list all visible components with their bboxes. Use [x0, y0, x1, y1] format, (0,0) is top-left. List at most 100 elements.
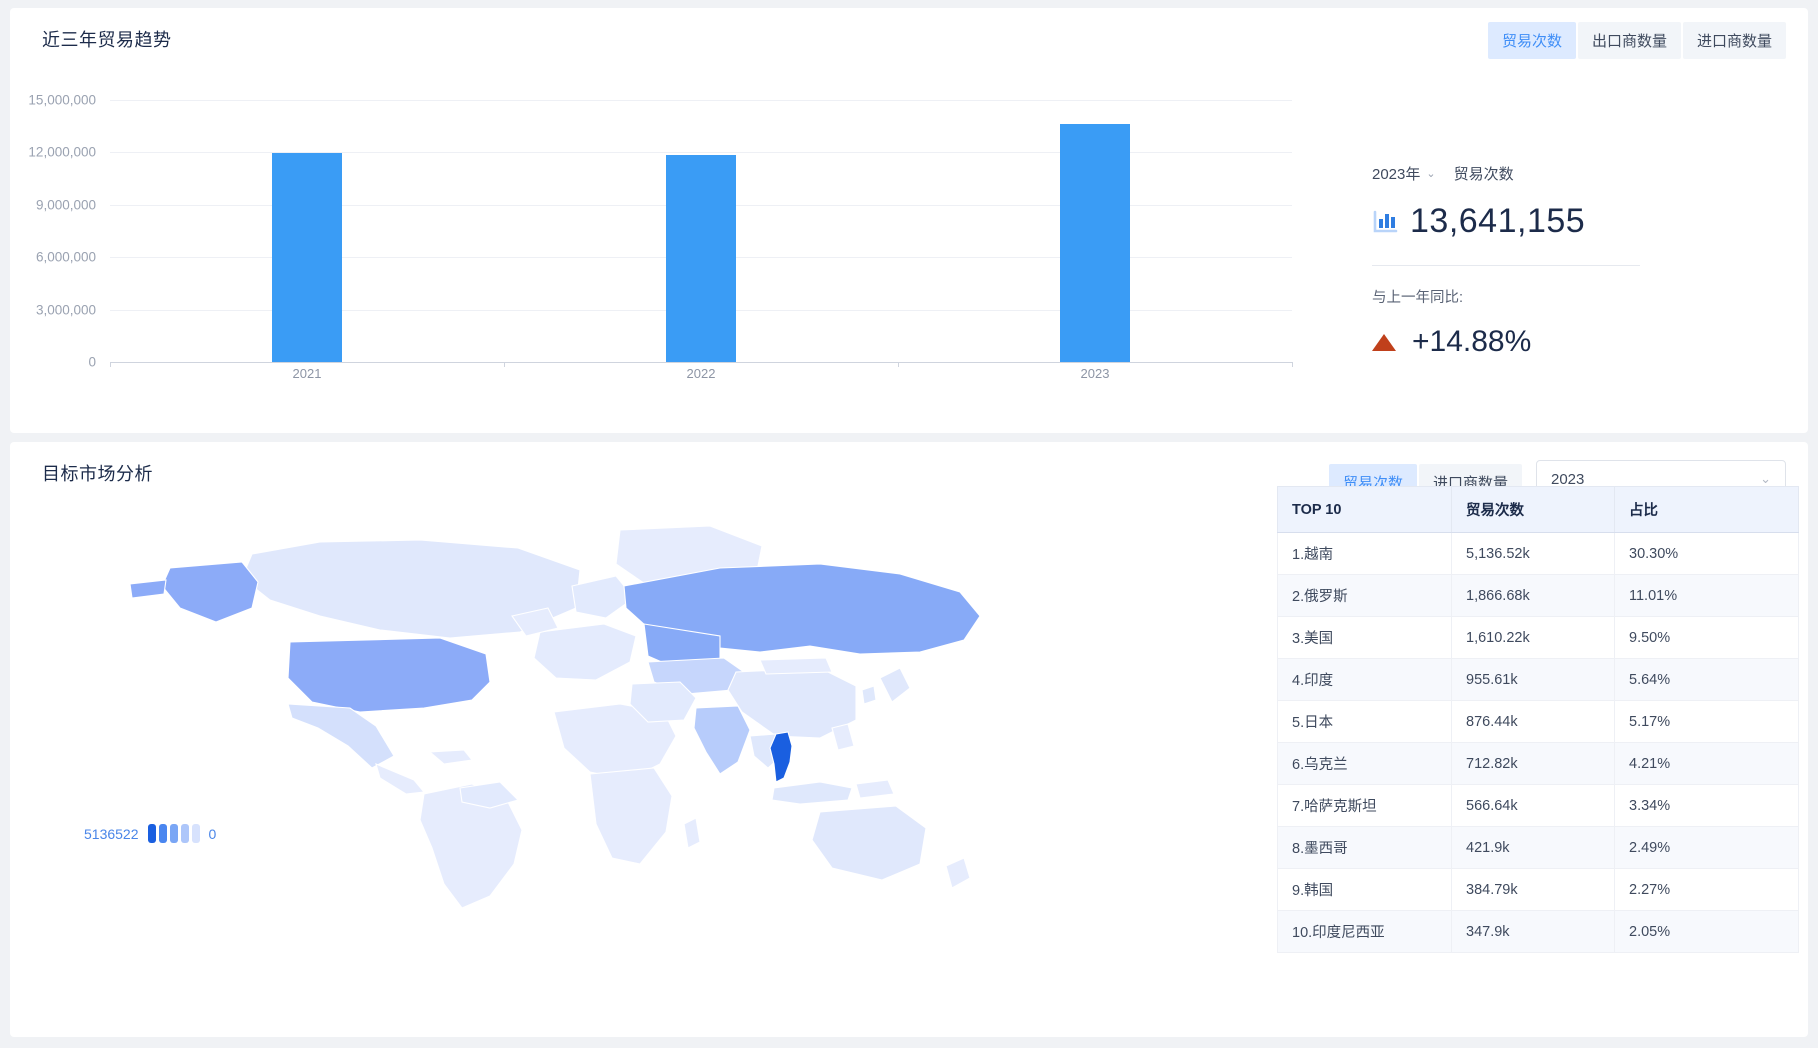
table-cell-share: 11.01% [1614, 574, 1799, 617]
chart-axis-line [110, 362, 1292, 363]
table-cell-share: 2.05% [1614, 910, 1799, 953]
chart-y-tick-label: 15,000,000 [28, 92, 96, 108]
table-cell-value: 1,610.22k [1451, 616, 1615, 659]
chart-x-tick-mark [110, 362, 111, 367]
trend-metric-toggle[interactable]: 贸易次数 出口商数量 进口商数量 [1487, 22, 1786, 59]
chart-x-tick-2021: 2021 [292, 366, 322, 381]
trend-card: 近三年贸易趋势 贸易次数 出口商数量 进口商数量 15,000,000 12,00… [10, 8, 1808, 433]
chart-bar-cell [110, 100, 504, 362]
world-map[interactable] [20, 512, 1260, 912]
stat-metric-label: 贸易次数 [1453, 166, 1514, 183]
stat-delta-row: +14.88% [1372, 325, 1672, 359]
legend-swatch [191, 824, 200, 843]
table-header-rank[interactable]: TOP 10 [1277, 486, 1452, 533]
table-cell-share: 9.50% [1614, 616, 1799, 659]
trend-toggle-trade-count[interactable]: 贸易次数 [1487, 22, 1576, 59]
legend-swatch [158, 824, 167, 843]
table-cell-share: 30.30% [1614, 532, 1799, 575]
triangle-up-icon [1372, 333, 1396, 351]
market-card: 目标市场分析 贸易次数 进口商数量 2023 ⌄ [10, 442, 1808, 1037]
chart-bar-cell [898, 100, 1292, 362]
table-cell-share: 2.27% [1614, 868, 1799, 911]
chart-x-tick-mark [1292, 362, 1293, 367]
stat-year-selector[interactable]: 2023年 [1372, 166, 1421, 183]
chart-y-tick-label: 0 [88, 354, 96, 370]
chevron-down-icon: ⌄ [1760, 471, 1771, 486]
table-cell-share: 5.64% [1614, 658, 1799, 701]
market-title: 目标市场分析 [42, 464, 153, 484]
table-cell-share: 3.34% [1614, 784, 1799, 827]
trend-bar-chart: 15,000,000 12,000,000 9,000,000 6,000,000 3,… [10, 70, 1310, 400]
table-row[interactable]: 10.印度尼西亚 347.9k 2.05% [1277, 910, 1799, 953]
stat-header: 2023年 ⌄ 贸易次数 [1372, 163, 1672, 184]
stat-compare-label: 与上一年同比: [1372, 290, 1464, 306]
table-cell-share: 2.49% [1614, 826, 1799, 869]
chart-bar-2021[interactable] [272, 152, 342, 362]
chart-x-tick-2022: 2022 [686, 366, 716, 381]
table-cell-value: 421.9k [1451, 826, 1615, 869]
table-cell-share: 4.21% [1614, 742, 1799, 785]
table-row[interactable]: 6.乌克兰 712.82k 4.21% [1277, 742, 1799, 785]
table-cell-value: 347.9k [1451, 910, 1615, 953]
table-cell-country: 9.韩国 [1277, 868, 1452, 911]
legend-min-value: 0 [208, 825, 217, 842]
chevron-down-icon[interactable]: ⌄ [1426, 168, 1436, 180]
stat-delta-value: +14.88% [1412, 325, 1532, 358]
table-header-metric[interactable]: 贸易次数 [1451, 486, 1615, 533]
table-cell-value: 5,136.52k [1451, 532, 1615, 575]
world-map-svg[interactable] [20, 512, 1260, 912]
table-row[interactable]: 1.越南 5,136.52k 30.30% [1277, 532, 1799, 575]
table-row[interactable]: 3.美国 1,610.22k 9.50% [1277, 616, 1799, 659]
table-cell-value: 955.61k [1451, 658, 1615, 701]
chart-y-tick-label: 9,000,000 [35, 197, 96, 213]
chart-bar-2022[interactable] [666, 154, 736, 362]
table-cell-share: 5.17% [1614, 700, 1799, 743]
chart-y-tick-label: 3,000,000 [35, 302, 96, 318]
chart-gridline [110, 152, 1292, 154]
table-body: 1.越南 5,136.52k 30.30% 2.俄罗斯 1,866.68k 11.01% 3… [1277, 532, 1799, 953]
chart-bars [110, 100, 1292, 362]
table-row[interactable]: 5.日本 876.44k 5.17% [1277, 700, 1799, 743]
table-row[interactable]: 2.俄罗斯 1,866.68k 11.01% [1277, 574, 1799, 617]
market-year-value: 2023 [1551, 470, 1585, 488]
trend-toggle-exporter-count[interactable]: 出口商数量 [1577, 22, 1681, 59]
table-cell-country: 1.越南 [1277, 532, 1452, 575]
chart-x-axis-labels: 2021 2022 2023 [110, 366, 1292, 381]
chart-bar-2023[interactable] [1060, 123, 1130, 362]
table-row[interactable]: 9.韩国 384.79k 2.27% [1277, 868, 1799, 911]
map-legend: 5136522 0 [84, 824, 216, 843]
chart-x-tick-2023: 2023 [1080, 366, 1110, 381]
stat-value-row: 13,641,155 [1372, 202, 1672, 241]
trend-stat-panel: 2023年 ⌄ 贸易次数 13,641,155 与上一年同比: [1372, 163, 1672, 359]
table-cell-country: 6.乌克兰 [1277, 742, 1452, 785]
table-cell-country: 5.日本 [1277, 700, 1452, 743]
top10-table: TOP 10 贸易次数 占比 1.越南 5,136.52k 30.30% 2.俄罗斯 1… [1277, 486, 1799, 953]
table-cell-country: 3.美国 [1277, 616, 1452, 659]
stat-divider [1372, 265, 1640, 266]
chart-y-tick-label: 12,000,000 [28, 144, 96, 160]
table-cell-value: 384.79k [1451, 868, 1615, 911]
table-header-row: TOP 10 贸易次数 占比 [1277, 486, 1799, 533]
table-cell-value: 876.44k [1451, 700, 1615, 743]
table-cell-country: 7.哈萨克斯坦 [1277, 784, 1452, 827]
trend-toggle-importer-count[interactable]: 进口商数量 [1682, 22, 1786, 59]
table-row[interactable]: 4.印度 955.61k 5.64% [1277, 658, 1799, 701]
legend-max-value: 5136522 [84, 825, 139, 842]
chart-bar-cell [504, 100, 898, 362]
table-row[interactable]: 7.哈萨克斯坦 566.64k 3.34% [1277, 784, 1799, 827]
legend-swatch [180, 824, 189, 843]
table-cell-country: 8.墨西哥 [1277, 826, 1452, 869]
chart-y-tick-label: 6,000,000 [35, 249, 96, 265]
table-cell-country: 4.印度 [1277, 658, 1452, 701]
trend-title: 近三年贸易趋势 [42, 30, 172, 50]
table-cell-value: 566.64k [1451, 784, 1615, 827]
table-cell-country: 2.俄罗斯 [1277, 574, 1452, 617]
table-header-share[interactable]: 占比 [1614, 486, 1799, 533]
bar-chart-icon [1372, 209, 1398, 235]
table-row[interactable]: 8.墨西哥 421.9k 2.49% [1277, 826, 1799, 869]
table-cell-value: 1,866.68k [1451, 574, 1615, 617]
stat-value: 13,641,155 [1410, 202, 1586, 240]
table-cell-value: 712.82k [1451, 742, 1615, 785]
table-cell-country: 10.印度尼西亚 [1277, 910, 1452, 953]
